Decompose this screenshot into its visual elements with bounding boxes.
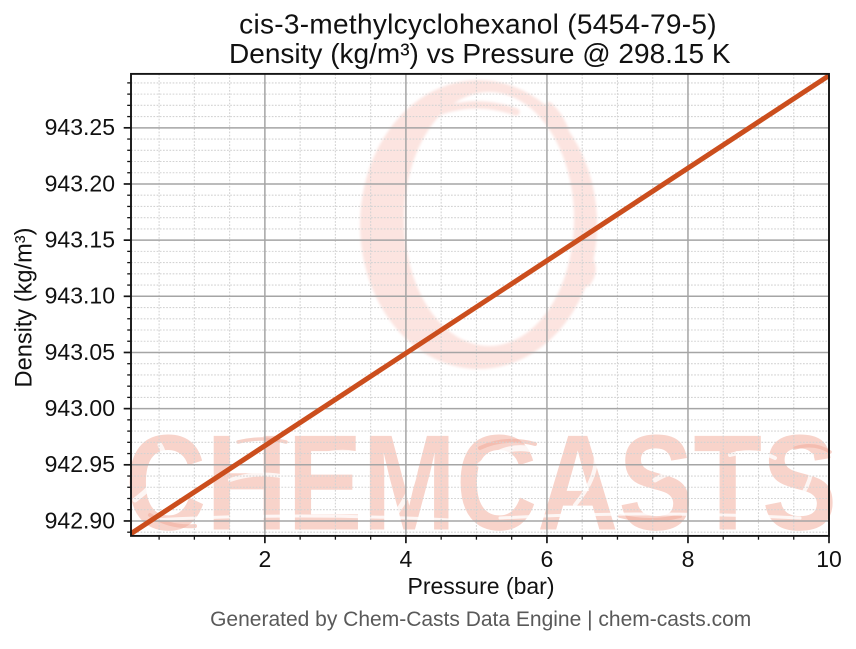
- svg-text:Density (kg/m³): Density (kg/m³): [12, 228, 38, 388]
- svg-text:6: 6: [541, 546, 554, 572]
- svg-text:cis-3-methylcyclohexanol (5454: cis-3-methylcyclohexanol (5454-79-5): [239, 9, 717, 40]
- svg-text:Density (kg/m³) vs Pressure @: Density (kg/m³) vs Pressure @ 298.15 K: [229, 38, 731, 69]
- svg-text:942.90: 942.90: [45, 507, 115, 533]
- svg-text:943.00: 943.00: [45, 395, 115, 421]
- svg-text:943.05: 943.05: [45, 339, 115, 365]
- svg-text:942.95: 942.95: [45, 451, 115, 477]
- svg-text:Generated by Chem-Casts Data E: Generated by Chem-Casts Data Engine | ch…: [210, 608, 751, 631]
- svg-text:2: 2: [258, 546, 271, 572]
- svg-text:943.20: 943.20: [45, 170, 115, 196]
- svg-text:8: 8: [682, 546, 695, 572]
- svg-text:CHEMCASTS: CHEMCASTS: [125, 407, 837, 559]
- svg-text:10: 10: [816, 546, 842, 572]
- svg-text:943.10: 943.10: [45, 283, 115, 309]
- svg-text:4: 4: [400, 546, 413, 572]
- svg-text:943.15: 943.15: [45, 227, 115, 253]
- svg-text:943.25: 943.25: [45, 114, 115, 140]
- svg-text:Pressure (bar): Pressure (bar): [408, 573, 555, 599]
